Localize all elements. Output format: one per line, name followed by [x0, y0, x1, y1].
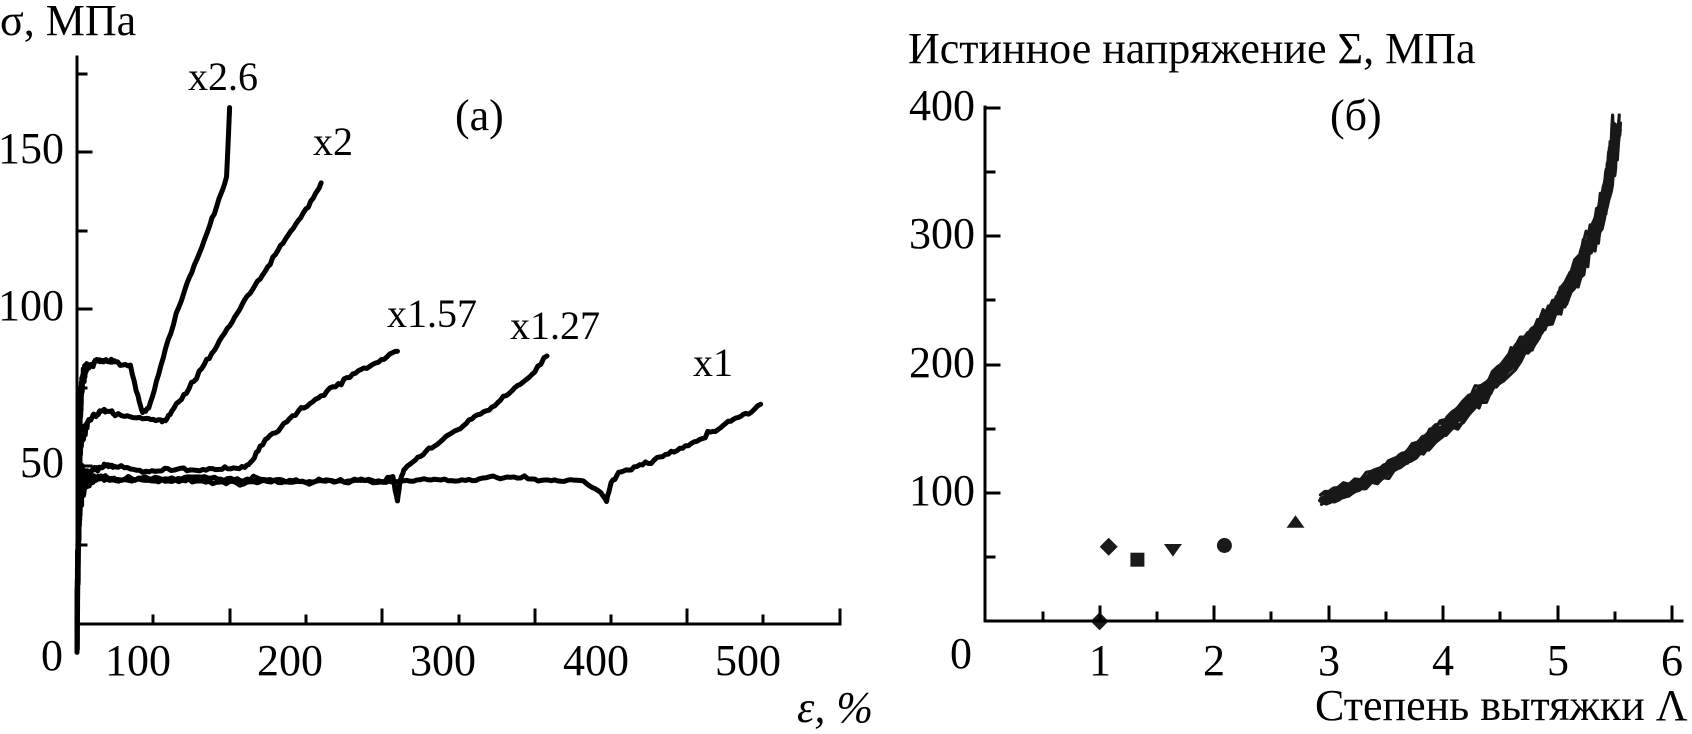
- svg-text:x1: x1: [693, 340, 733, 385]
- svg-text:200: 200: [909, 338, 975, 387]
- svg-text:x2.6: x2.6: [188, 54, 258, 99]
- svg-text:ε, %: ε, %: [797, 683, 873, 732]
- svg-text:σ, МПа: σ, МПа: [0, 0, 136, 45]
- svg-text:50: 50: [20, 438, 64, 487]
- svg-text:150: 150: [0, 124, 64, 173]
- svg-text:0: 0: [950, 629, 972, 678]
- svg-text:6: 6: [1661, 636, 1683, 685]
- svg-text:x1.57: x1.57: [387, 291, 477, 336]
- svg-text:100: 100: [909, 466, 975, 515]
- svg-text:3: 3: [1318, 636, 1340, 685]
- svg-text:(а): (а): [455, 91, 504, 140]
- svg-text:Степень вытяжки Λ: Степень вытяжки Λ: [1315, 681, 1688, 730]
- svg-text:400: 400: [909, 81, 975, 130]
- svg-text:5: 5: [1547, 636, 1569, 685]
- svg-text:100: 100: [105, 636, 171, 685]
- svg-text:300: 300: [909, 209, 975, 258]
- svg-text:1: 1: [1089, 636, 1111, 685]
- svg-text:4: 4: [1432, 636, 1454, 685]
- svg-text:200: 200: [257, 636, 323, 685]
- svg-text:500: 500: [715, 636, 781, 685]
- svg-text:300: 300: [410, 636, 476, 685]
- svg-text:0: 0: [41, 631, 63, 680]
- svg-text:400: 400: [563, 636, 629, 685]
- svg-text:x1.27: x1.27: [510, 303, 600, 348]
- svg-text:Истинное напряжение Σ, МПа: Истинное напряжение Σ, МПа: [908, 24, 1476, 73]
- svg-text:2: 2: [1203, 636, 1225, 685]
- svg-text:x2: x2: [313, 119, 353, 164]
- svg-text:100: 100: [0, 281, 64, 330]
- svg-text:(б): (б): [1330, 91, 1382, 140]
